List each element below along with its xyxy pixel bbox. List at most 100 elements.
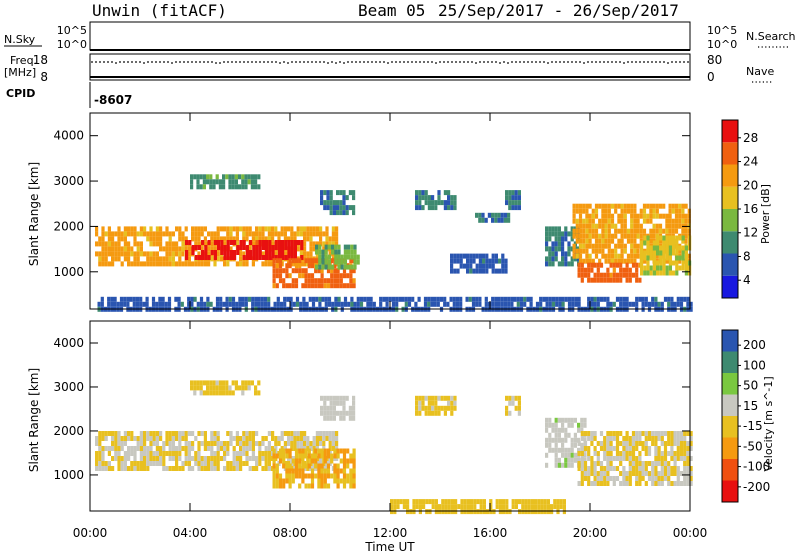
data-cell — [353, 249, 357, 255]
data-cell — [352, 268, 356, 274]
data-cell — [321, 249, 325, 255]
data-cell — [251, 236, 255, 242]
data-cell — [673, 456, 677, 461]
data-cell — [191, 250, 195, 255]
data-cell — [526, 296, 530, 302]
data-cell — [155, 241, 159, 247]
data-cell — [331, 231, 335, 237]
data-cell — [194, 231, 198, 237]
data-cell — [123, 451, 127, 456]
data-cell — [417, 296, 421, 302]
data-cell — [175, 456, 179, 461]
data-cell — [111, 446, 115, 451]
data-cell — [578, 218, 583, 224]
freq-dot — [323, 61, 325, 63]
data-cell — [418, 205, 422, 211]
data-cell — [314, 463, 318, 469]
data-cell — [603, 466, 607, 471]
data-cell — [236, 245, 240, 250]
freq-dot — [495, 61, 497, 63]
data-cell — [439, 296, 444, 302]
data-cell — [498, 268, 502, 274]
data-cell — [596, 296, 600, 302]
data-cell — [336, 273, 340, 279]
data-cell — [152, 456, 156, 461]
data-cell — [162, 256, 166, 262]
data-cell — [117, 251, 121, 257]
data-cell — [232, 436, 236, 441]
data-cell — [447, 504, 451, 510]
data-cell — [258, 245, 262, 250]
data-cell — [466, 509, 470, 515]
data-cell — [352, 468, 356, 474]
data-cell — [687, 218, 691, 224]
data-cell — [609, 466, 613, 471]
data-cell — [272, 453, 276, 459]
data-cell — [206, 179, 210, 185]
data-cell — [139, 241, 143, 247]
data-cell — [264, 261, 268, 267]
data-cell — [347, 254, 351, 260]
data-cell — [599, 272, 604, 278]
data-cell — [149, 256, 153, 262]
data-cell — [291, 278, 295, 284]
data-cell — [649, 250, 653, 256]
freq-dot — [235, 61, 237, 63]
data-cell — [640, 265, 644, 271]
data-cell — [285, 268, 289, 274]
data-cell — [422, 499, 426, 505]
data-cell — [578, 228, 583, 234]
data-cell — [679, 446, 684, 451]
data-cell — [564, 256, 568, 262]
data-cell — [142, 301, 146, 307]
data-cell — [155, 251, 159, 257]
data-cell — [437, 190, 441, 196]
data-cell — [652, 233, 656, 239]
data-cell — [350, 244, 354, 250]
data-cell — [582, 218, 586, 224]
data-cell — [324, 259, 328, 265]
colorbar-tick-label: 15 — [743, 399, 758, 413]
data-cell — [548, 447, 552, 453]
data-cell — [349, 268, 353, 274]
data-cell — [334, 301, 338, 307]
colorbar-tick-label: 100 — [743, 358, 766, 372]
data-cell — [352, 458, 356, 464]
data-cell — [229, 466, 233, 471]
data-cell — [675, 265, 679, 271]
data-cell — [587, 436, 591, 441]
data-cell — [283, 441, 287, 446]
data-cell — [635, 446, 639, 451]
data-cell — [340, 254, 344, 260]
data-cell — [572, 228, 576, 234]
data-cell — [673, 441, 677, 446]
data-cell — [686, 456, 690, 461]
data-cell — [229, 441, 233, 446]
data-cell — [578, 213, 583, 219]
data-cell — [450, 253, 454, 259]
data-cell — [164, 301, 168, 307]
data-cell — [596, 262, 600, 268]
data-cell — [275, 283, 279, 289]
data-cell — [264, 466, 268, 471]
data-cell — [226, 240, 230, 245]
data-cell — [194, 226, 198, 232]
data-cell — [453, 200, 457, 206]
data-cell — [255, 245, 259, 250]
data-cell — [350, 264, 354, 270]
data-cell — [430, 301, 434, 307]
data-cell — [136, 461, 140, 466]
data-cell — [674, 228, 679, 234]
data-cell — [612, 476, 616, 481]
data-cell — [511, 395, 515, 401]
data-cell — [155, 256, 159, 262]
data-cell — [287, 226, 291, 232]
data-cell — [476, 509, 480, 515]
data-cell — [229, 226, 233, 232]
data-cell — [332, 200, 336, 206]
data-cell — [293, 236, 297, 242]
freq-dot — [343, 62, 345, 64]
data-cell — [594, 248, 599, 254]
data-cell — [290, 226, 294, 232]
